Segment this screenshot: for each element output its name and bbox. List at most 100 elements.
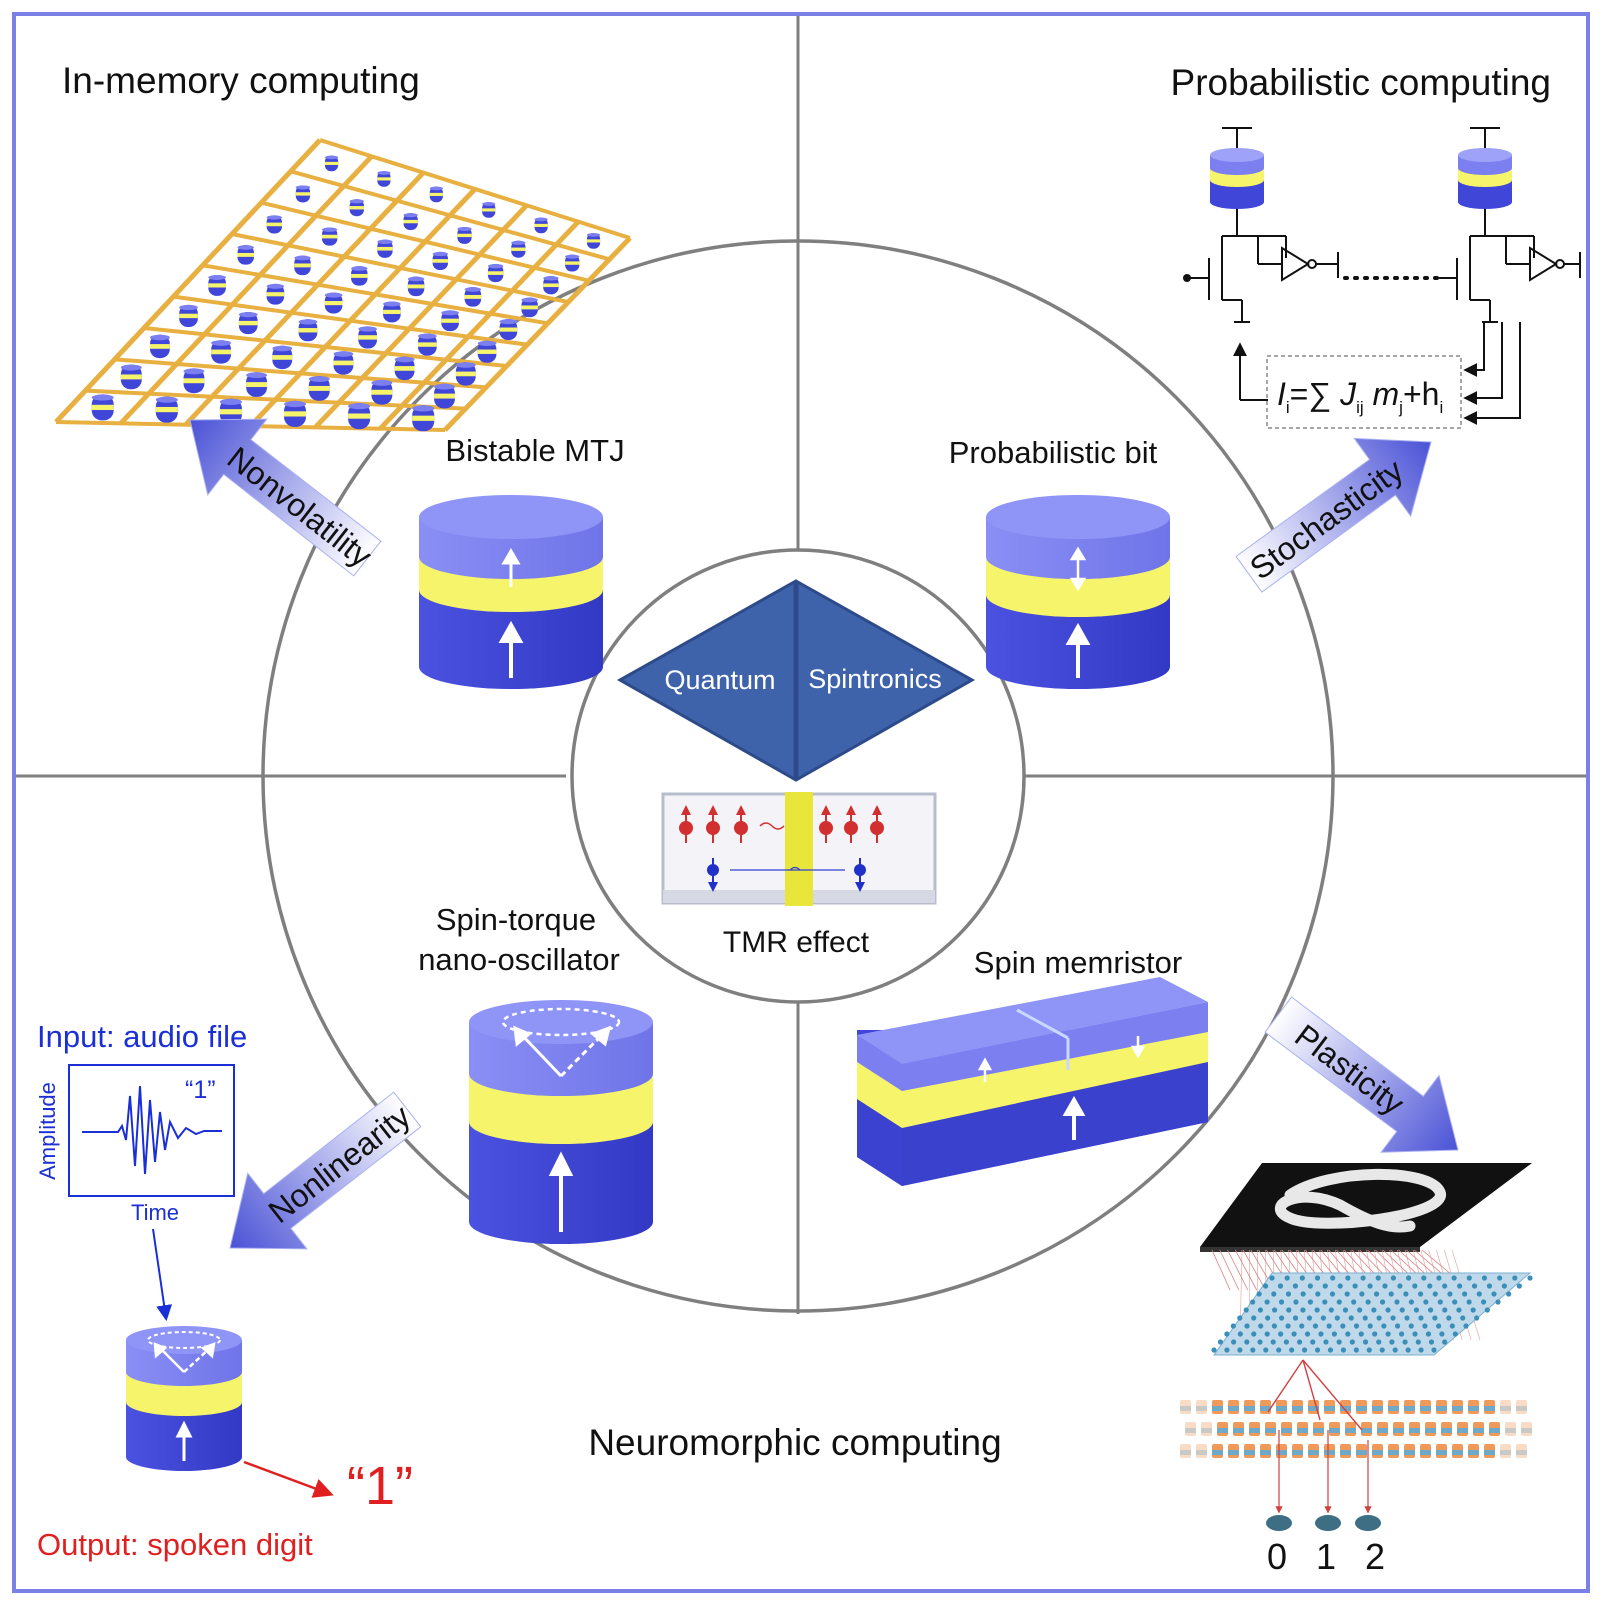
mtj-cell (586, 233, 601, 249)
label-spintronics: Spintronics (808, 664, 942, 694)
synapse-node (1224, 1331, 1230, 1337)
synapse-node (1476, 1291, 1482, 1297)
synapse-node (1392, 1347, 1398, 1353)
synapse-node (1398, 1331, 1405, 1337)
synapse-node (1452, 1331, 1458, 1337)
mtj-cell (432, 251, 449, 271)
synapse-node (1408, 1299, 1415, 1305)
synapse-node (1342, 1307, 1349, 1313)
mtj-cell (429, 186, 443, 203)
mtj-cell (464, 287, 482, 307)
synapse-node (1360, 1275, 1366, 1281)
label-quantum: Quantum (664, 665, 775, 695)
mtj-cell (294, 255, 311, 276)
synapse-node (1257, 1307, 1264, 1313)
mtj-cell (208, 275, 226, 296)
output-neuron-1 (1315, 1515, 1341, 1531)
domain-arrow-down-icon (1130, 1036, 1146, 1059)
synapse-node (1278, 1331, 1284, 1337)
synapse-node (1330, 1275, 1336, 1281)
synapse-node (1345, 1275, 1351, 1281)
synapse-node (1283, 1339, 1289, 1345)
output-neuron-0 (1266, 1515, 1292, 1531)
synapse-node (1211, 1347, 1217, 1353)
neuron-cell (1500, 1400, 1511, 1414)
crossbar-wire (114, 357, 487, 390)
synapse-node (1300, 1291, 1306, 1297)
synapse-node (1446, 1315, 1452, 1321)
synapse-node (1286, 1307, 1292, 1313)
mtj-cell (219, 398, 242, 425)
projection-line (1234, 1249, 1258, 1291)
synapse-node (1362, 1339, 1369, 1345)
synapse-node (1243, 1307, 1249, 1313)
synapse-node (1425, 1331, 1432, 1337)
crossbar-wire (260, 200, 590, 283)
synapse-node (1244, 1339, 1250, 1345)
outer-ring (261, 239, 1335, 1313)
electron-icon (707, 864, 719, 876)
synapse-node (1318, 1331, 1324, 1337)
label-sto-line2: nano-oscillator (418, 942, 620, 977)
neuron-cell (1201, 1422, 1212, 1436)
synapse-node (1427, 1283, 1433, 1289)
synapse-node (1412, 1283, 1418, 1289)
projection-line (1227, 1249, 1249, 1291)
synapse-node (1307, 1299, 1313, 1305)
synapse-node (1344, 1291, 1350, 1297)
crossbar-wire (119, 154, 374, 426)
mtj-cell (511, 240, 526, 258)
synapse-node (1278, 1299, 1285, 1305)
mtj-cell (321, 227, 338, 246)
mtj-cell (237, 245, 254, 265)
crossbar-array (54, 138, 632, 432)
synapse-node (1322, 1283, 1328, 1289)
synapse-node (1237, 1347, 1243, 1353)
synapse-node (1436, 1323, 1442, 1329)
synapse-node (1366, 1347, 1372, 1353)
synapse-node (1340, 1347, 1347, 1353)
synapse-node (1331, 1331, 1337, 1337)
class-label-2: 2 (1365, 1536, 1385, 1577)
synapse-node (1501, 1283, 1508, 1289)
synapse-node (1367, 1323, 1373, 1329)
label-nonlinearity: Nonlinearity (262, 1098, 417, 1230)
electron-icon (706, 821, 720, 835)
spin-up-electrons (679, 805, 884, 843)
synapse-node (1292, 1283, 1299, 1289)
synapse-node (1390, 1315, 1396, 1321)
synapse-node (1394, 1299, 1400, 1305)
synapse-node (1314, 1307, 1320, 1313)
synapse-node (1300, 1307, 1306, 1313)
synapse-node (1314, 1275, 1321, 1281)
synapse-node (1336, 1339, 1342, 1345)
spin-down-electrons (707, 858, 866, 892)
crossbar-wire (290, 169, 610, 262)
synapse-node (1349, 1339, 1355, 1345)
synapse-node (1388, 1291, 1394, 1297)
domain-arrow-up-icon (977, 1057, 993, 1082)
title-in-memory: In-memory computing (62, 60, 420, 101)
synapse-node (1460, 1315, 1466, 1321)
synapse-node (1306, 1315, 1313, 1321)
synapse-node (1470, 1307, 1476, 1313)
synapse-node (1408, 1323, 1414, 1329)
mtj-cell (150, 334, 170, 359)
electron-icon (844, 821, 858, 835)
synapse-node (1217, 1339, 1224, 1345)
outer-frame (12, 12, 1590, 1593)
synapse-node (1442, 1283, 1448, 1289)
synapse-node (1237, 1315, 1243, 1321)
synapse-node (1345, 1331, 1351, 1337)
probabilistic-bit-device (986, 495, 1170, 689)
synapse-node (1456, 1307, 1462, 1313)
waveform-digit-label: “1” (185, 1076, 216, 1104)
handwritten-digit-2 (1275, 1168, 1446, 1233)
synapse-node (1292, 1315, 1299, 1321)
sto-to-output-arrow (243, 1460, 334, 1498)
synapse-node (1484, 1307, 1490, 1313)
connection-line (1302, 1359, 1321, 1421)
mtj-cell (348, 403, 371, 430)
label-audio-output: Output: spoken digit (37, 1527, 313, 1562)
